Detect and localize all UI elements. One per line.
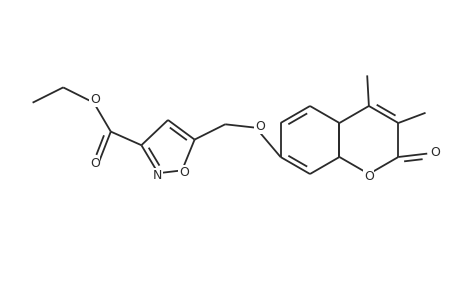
Text: O: O [254, 120, 264, 133]
Text: O: O [179, 166, 189, 179]
Text: O: O [429, 146, 439, 159]
Text: O: O [363, 169, 373, 182]
Text: N: N [152, 169, 162, 182]
Text: O: O [90, 93, 100, 106]
Text: O: O [90, 157, 100, 170]
